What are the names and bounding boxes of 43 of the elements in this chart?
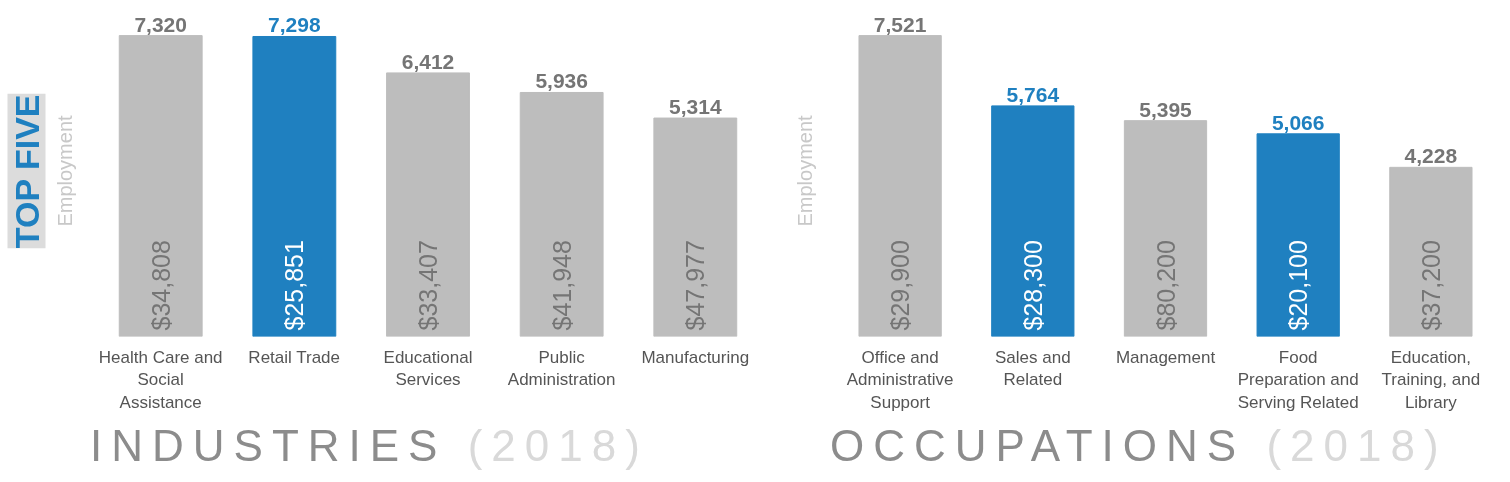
- data-label: 5,764: [1006, 82, 1060, 106]
- bar: [991, 105, 1075, 337]
- bar: [118, 35, 203, 337]
- annotation: $41,948: [547, 240, 576, 331]
- annotation: $28,300: [1018, 240, 1047, 331]
- text: OCCUPATIONS: [830, 421, 1246, 470]
- annotation: $20,100: [1284, 240, 1313, 331]
- data-label: 5,066: [1271, 110, 1325, 134]
- data-label: 7,521: [873, 12, 927, 36]
- data-label: 5,314: [669, 95, 722, 119]
- annotation: $80,200: [1151, 240, 1180, 331]
- x-tick-label: Retail Trade: [248, 347, 341, 367]
- x-tick-label: Educational Services: [383, 347, 473, 390]
- bar: [519, 91, 604, 337]
- data-label: 5,936: [535, 69, 588, 93]
- x-tick-label: Management: [1115, 347, 1216, 367]
- data-label: 7,298: [268, 13, 321, 37]
- data-label: 4,228: [1404, 144, 1458, 168]
- annotation: $37,200: [1416, 240, 1445, 331]
- bar: [386, 72, 470, 337]
- x-tick-label: Sales and Related: [995, 347, 1071, 390]
- text: INDUSTRIES: [90, 421, 447, 470]
- annotation: $33,407: [414, 240, 442, 331]
- data-label: 5,395: [1139, 97, 1193, 121]
- x-tick-label: Food Preparation and Serving Related: [1237, 347, 1359, 413]
- x-tick-label: Office and Administrative Support: [846, 347, 954, 413]
- x-tick-label: Manufacturing: [641, 347, 750, 367]
- x-tick-label: Education, Training, and Library: [1381, 347, 1481, 413]
- bar: [1123, 120, 1208, 337]
- annotation: $29,900: [886, 240, 915, 331]
- bar: [252, 36, 337, 337]
- x-tick-label: Health Care and Social Assistance: [98, 347, 223, 413]
- text: TOP FIVE: [7, 94, 46, 249]
- bar: [653, 117, 738, 337]
- annotation: $25,851: [280, 240, 309, 331]
- bar: [858, 35, 942, 337]
- bar: [1389, 166, 1473, 337]
- data-label: 7,320: [134, 12, 187, 36]
- data-label: 6,412: [401, 49, 455, 73]
- annotation: $47,977: [681, 240, 710, 331]
- bar: [1256, 133, 1340, 337]
- annotation: $34,808: [146, 240, 175, 331]
- x-tick-label: Public Administration: [507, 347, 616, 390]
